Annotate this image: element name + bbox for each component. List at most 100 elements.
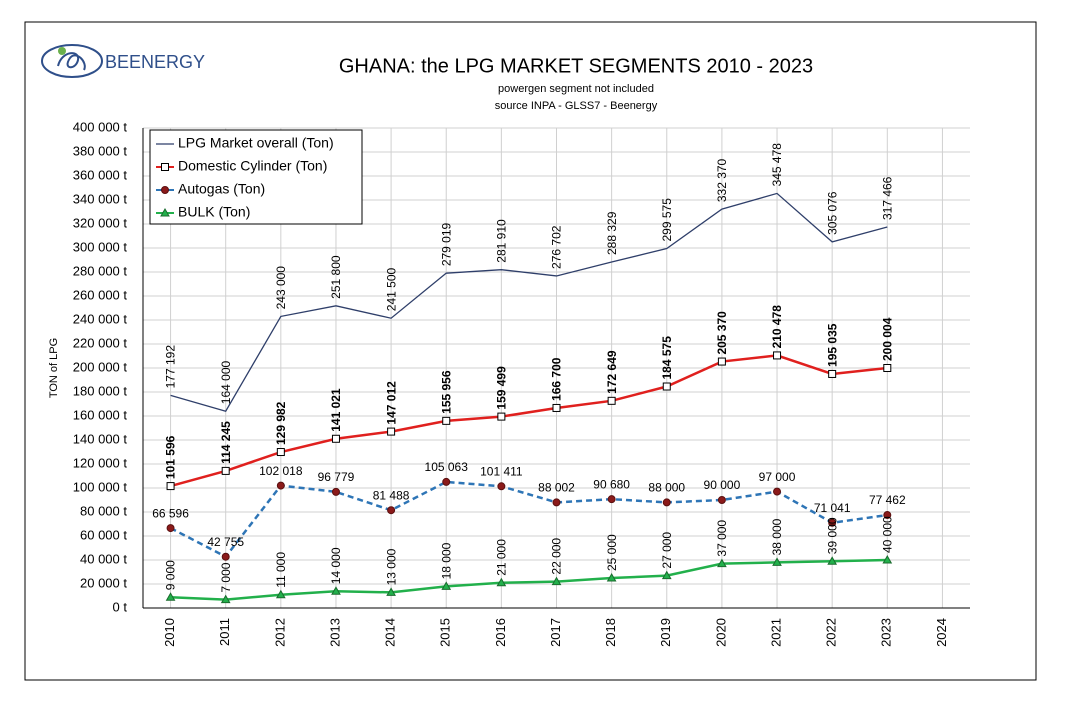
data-label: 88 002 [538,481,575,495]
data-label: 195 035 [825,323,839,367]
data-label: 317 466 [880,176,894,220]
data-label: 251 800 [329,255,343,299]
data-label: 276 702 [550,225,564,269]
marker [442,477,451,486]
y-tick-label: 340 000 t [73,191,128,206]
data-label: 77 462 [869,493,906,507]
marker [772,557,782,566]
data-label: 241 500 [384,267,398,311]
y-tick-label: 80 000 t [80,503,127,518]
y-tick-label: 180 000 t [73,383,128,398]
data-label: 97 000 [759,470,796,484]
data-label: 13 000 [384,548,398,585]
x-tick-label: 2024 [934,618,949,647]
data-label: 22 000 [550,538,564,575]
series-line [170,192,888,412]
y-tick-label: 380 000 t [73,143,128,158]
x-tick-label: 2012 [272,618,287,647]
marker [276,481,285,490]
marker [387,427,396,436]
x-tick-label: 2020 [713,618,728,647]
logo-mark [57,52,86,71]
logo: BEENERGY [41,44,205,78]
legend-label: LPG Market overall (Ton) [178,135,334,151]
marker [497,412,506,421]
y-tick-label: 400 000 t [73,119,128,134]
data-label: 102 018 [259,464,303,478]
marker [386,587,396,596]
data-label: 210 478 [770,305,784,349]
marker [166,482,175,491]
marker [331,487,340,496]
marker [220,594,231,604]
y-tick-label: 220 000 t [73,335,128,350]
data-label: 7 000 [219,562,233,592]
y-tick-label: 100 000 t [73,479,128,494]
data-label: 114 245 [219,421,233,464]
data-label: 279 019 [439,222,453,266]
marker [717,558,727,568]
marker [552,403,561,412]
x-tick-label: 2022 [824,618,839,647]
data-label: 9 000 [164,560,178,590]
data-label: 11 000 [274,552,288,588]
x-tick-label: 2021 [768,618,783,647]
x-tick-label: 2011 [217,618,232,646]
data-label: 164 000 [219,360,233,404]
y-tick-label: 60 000 t [80,527,127,542]
data-label: 90 680 [593,477,630,491]
y-tick-label: 40 000 t [80,551,127,566]
data-label: 18 000 [439,542,453,579]
marker [606,572,617,582]
subtitle: powergen segment not included [498,83,654,95]
x-tick-label: 2018 [603,618,618,647]
y-tick-label: 240 000 t [73,311,128,326]
marker [442,416,451,425]
data-label: 177 192 [164,345,178,389]
data-label: 14 000 [329,547,343,584]
legend-marker [161,186,169,194]
chart-title: GHANA: the LPG MARKET SEGMENTS 2010 - 20… [339,55,813,77]
data-label: 147 012 [384,381,398,425]
x-tick-label: 2013 [327,618,342,647]
data-label: 96 779 [318,470,355,484]
x-tick-label: 2017 [548,618,563,647]
marker [497,482,506,491]
data-label: 21 000 [495,539,509,576]
marker [221,466,230,475]
data-label: 288 329 [605,211,619,255]
marker [662,498,671,507]
data-label: 90 000 [704,478,741,492]
series-line [169,480,888,559]
y-axis-label: TON of LPG [48,338,60,398]
data-label: 105 063 [425,460,469,474]
marker [717,357,726,366]
marker [441,581,452,590]
legend-label: BULK (Ton) [178,204,250,220]
brand: BEENERGY [105,52,205,72]
data-label: 71 041 [814,501,851,515]
data-label: 66 596 [152,506,189,520]
y-tick-label: 160 000 t [73,407,128,422]
data-label: 81 488 [373,488,410,502]
data-label: 42 755 [207,535,244,549]
marker [387,506,396,515]
data-label: 243 000 [274,266,288,310]
x-tick-label: 2016 [493,618,508,647]
data-label: 184 575 [660,336,674,380]
x-tick-label: 2023 [879,618,894,647]
data-label: 172 649 [605,350,619,394]
y-tick-label: 200 000 t [73,359,128,374]
marker [165,592,176,601]
data-label: 129 982 [274,401,288,445]
y-tick-label: 20 000 t [80,575,127,590]
data-label: 305 076 [825,191,839,235]
data-label: 101 411 [480,464,523,478]
series-line [170,558,888,601]
marker [276,448,285,457]
legend-box [149,129,363,225]
data-label: 39 000 [825,517,839,554]
marker [166,524,175,533]
x-tick-label: 2015 [438,618,453,647]
